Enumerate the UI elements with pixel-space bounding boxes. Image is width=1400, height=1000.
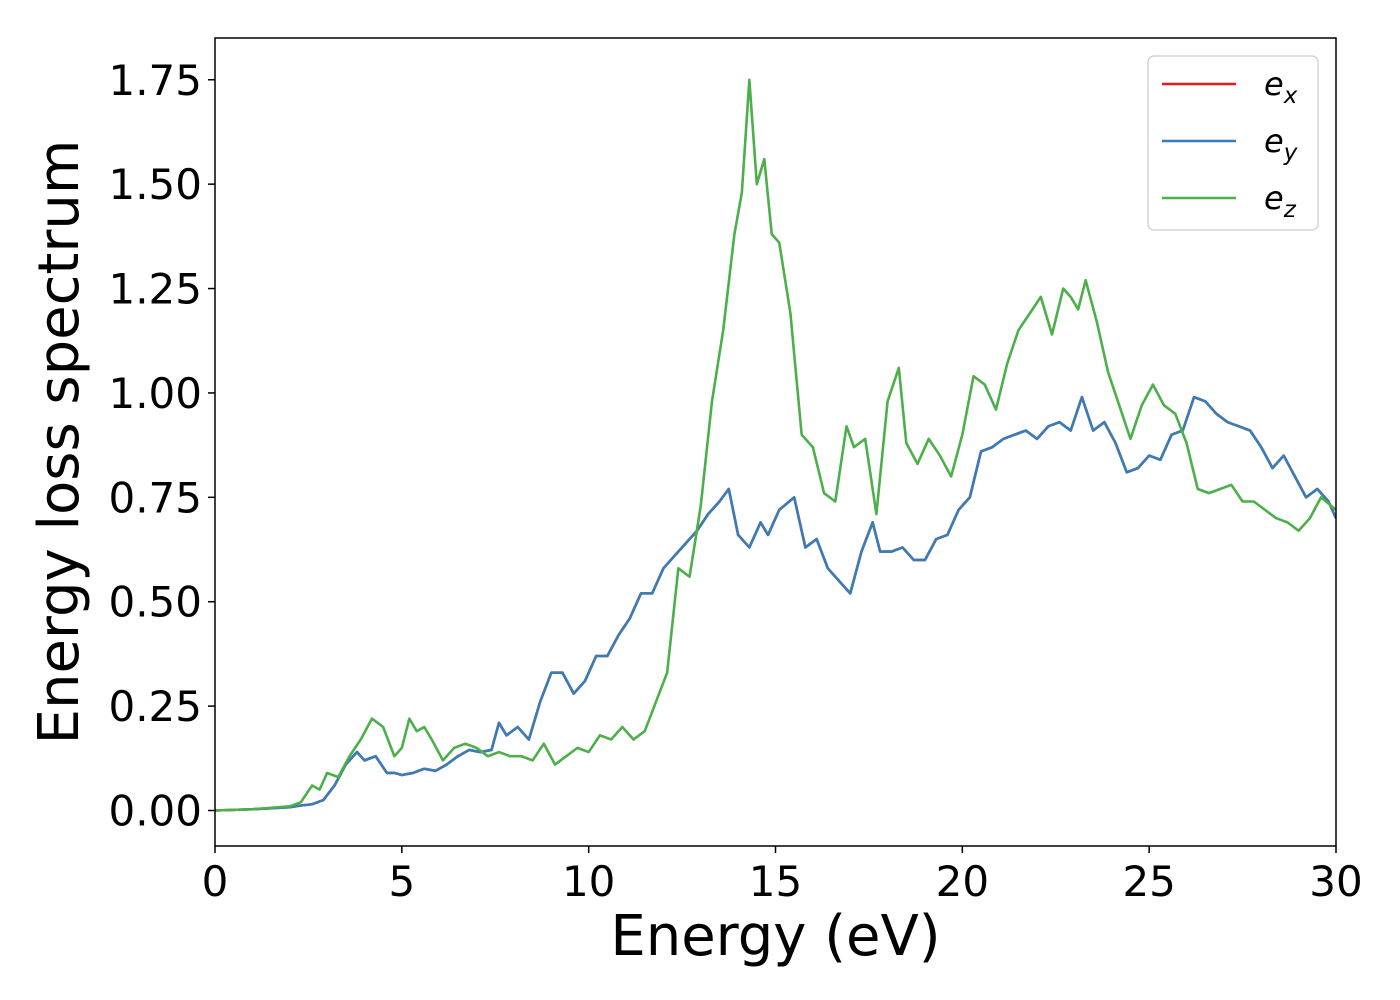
series-line-y — [215, 395, 1336, 812]
y-axis-title: Energy loss spectrum — [27, 140, 92, 745]
x-tick-label: 10 — [562, 857, 615, 906]
y-tick-label: 1.00 — [108, 369, 202, 418]
x-tick-label: 30 — [1309, 857, 1362, 906]
y-tick-label: 1.50 — [108, 160, 202, 209]
y-tick-label: 0.25 — [108, 682, 202, 731]
y-tick-label: 0.75 — [108, 473, 202, 522]
x-tick-label: 20 — [936, 857, 989, 906]
x-tick-label: 25 — [1122, 857, 1175, 906]
x-tick-label: 15 — [749, 857, 802, 906]
legend-label-x: ex — [1264, 65, 1298, 109]
y-axis-ticks: 0.00 0.25 0.50 0.75 1.00 1.25 1.50 1.75 — [108, 56, 215, 836]
y-tick-label: 0.00 — [108, 787, 202, 836]
y-tick-label: 1.75 — [108, 56, 202, 105]
series-layer — [215, 78, 1336, 812]
x-axis-ticks: 0 5 10 15 20 25 30 — [202, 846, 1363, 906]
x-tick-label: 5 — [388, 857, 415, 906]
x-tick-label: 0 — [202, 857, 229, 906]
y-tick-label: 0.50 — [108, 578, 202, 627]
legend-label-y: ey — [1264, 122, 1298, 166]
x-axis-title: Energy (eV) — [610, 904, 940, 969]
legend: ex ey ez — [1147, 55, 1319, 231]
legend-box — [1147, 55, 1319, 231]
legend-label-z: ez — [1264, 179, 1297, 223]
series-line-x — [215, 395, 1336, 812]
series-line-z — [215, 78, 1336, 812]
y-tick-label: 1.25 — [108, 265, 202, 314]
